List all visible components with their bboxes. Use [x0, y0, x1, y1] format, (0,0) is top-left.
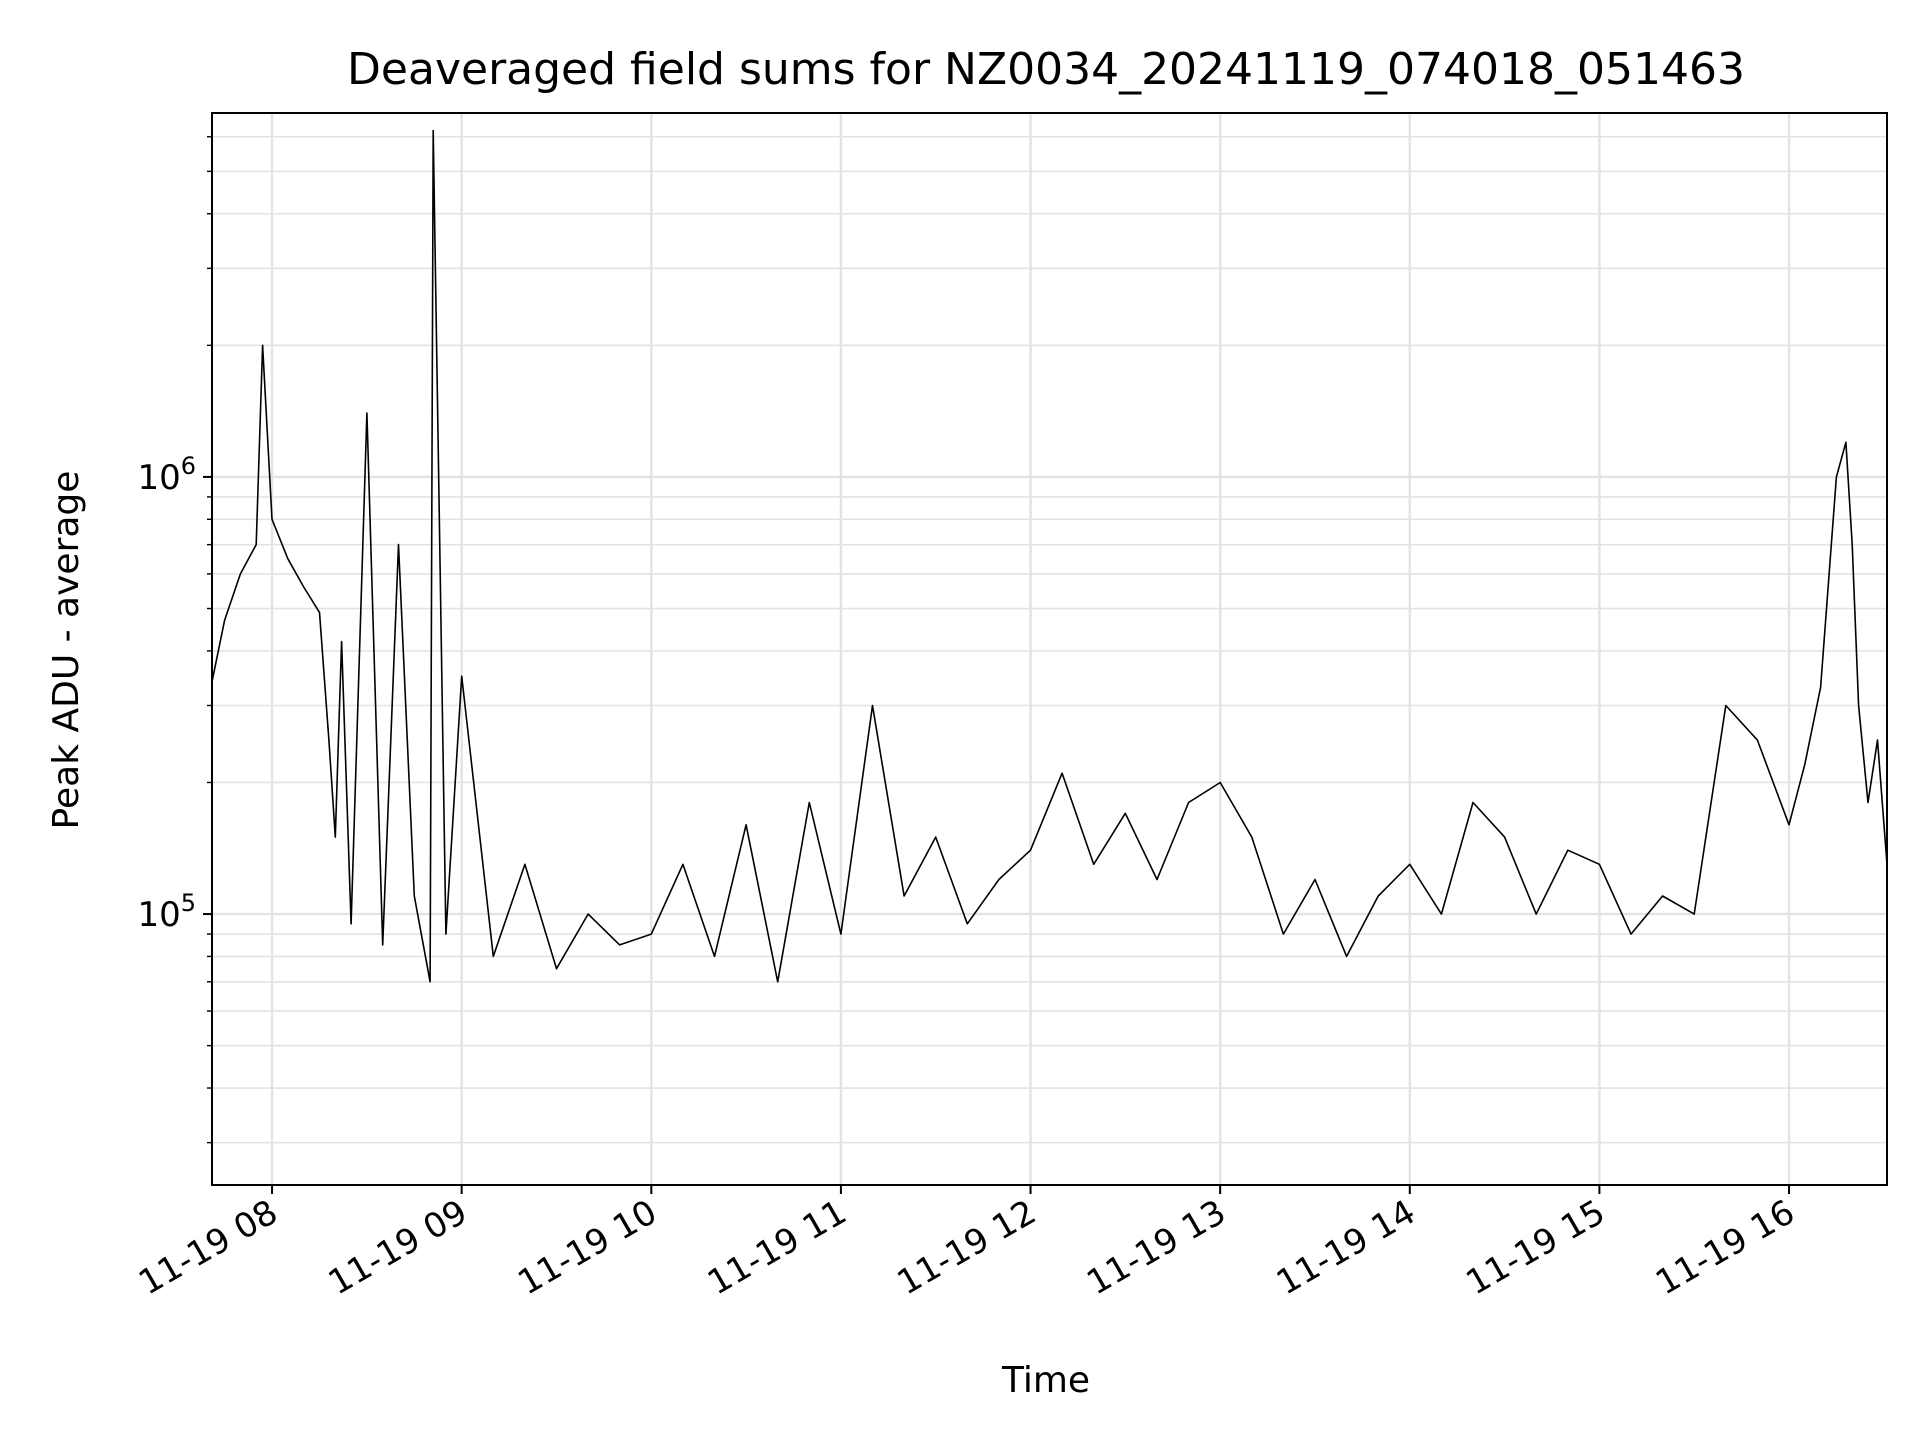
- series-area: [212, 129, 1887, 983]
- plot-frame: [211, 112, 1888, 1186]
- y-axis-label: Peak ADU - average: [46, 471, 87, 830]
- y-tick-label: 105: [137, 889, 196, 935]
- series-line: [212, 129, 1887, 983]
- chart-title: Deaveraged field sums for NZ0034_2024111…: [347, 44, 1745, 95]
- grid: [212, 113, 1887, 1185]
- y-tick-label: 106: [137, 452, 196, 498]
- x-axis-label: Time: [1001, 1360, 1090, 1401]
